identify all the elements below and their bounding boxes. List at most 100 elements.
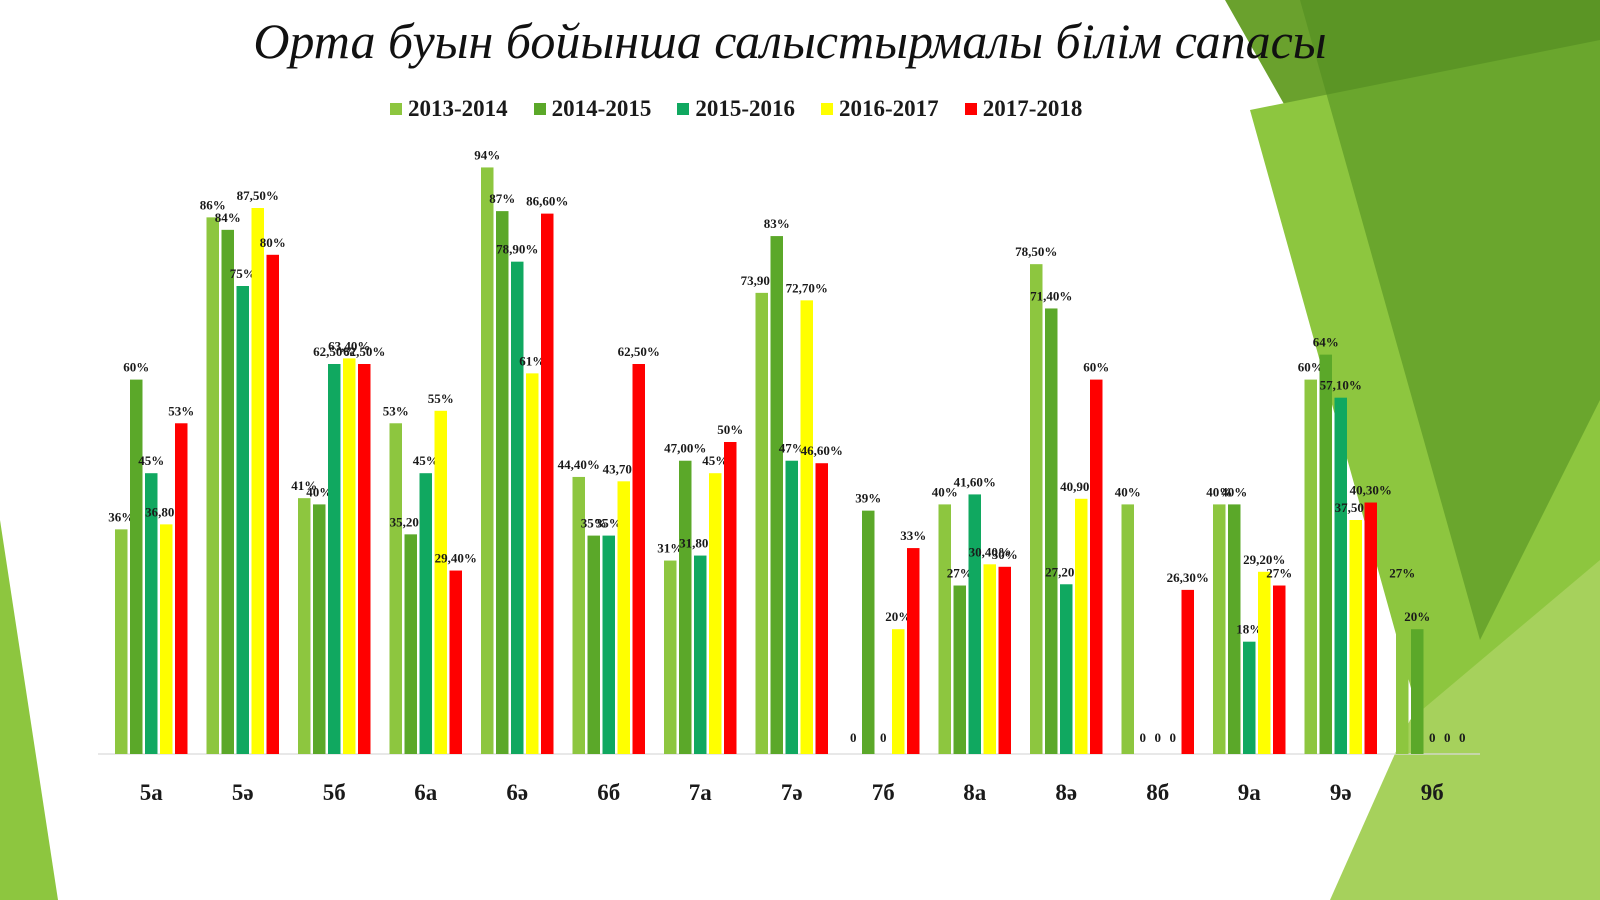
bar [221, 229, 234, 755]
data-label: 41,60% [954, 474, 996, 489]
bar [449, 570, 462, 754]
category-label: 7а [689, 780, 713, 805]
bar [1228, 504, 1241, 754]
bar [1243, 641, 1256, 754]
bar [251, 208, 264, 754]
data-label: 39% [855, 491, 881, 506]
bar [602, 535, 615, 754]
data-label: 40,30% [1350, 483, 1392, 498]
data-label: 27% [1266, 566, 1292, 581]
bar [206, 217, 219, 755]
bar [1349, 520, 1362, 754]
data-label: 80% [260, 235, 286, 250]
bar [541, 213, 554, 755]
chart-title: Орта буын бойынша салыстырмалы білім сап… [253, 13, 1327, 69]
legend-item: 2017-2018 [964, 96, 1082, 122]
data-label: 78,90% [496, 242, 538, 257]
bar [892, 629, 905, 754]
bar [1045, 308, 1058, 754]
data-label: 62,50% [343, 344, 385, 359]
data-label: 87% [489, 191, 515, 206]
data-label: 40% [1115, 484, 1141, 499]
bar [724, 442, 737, 754]
data-label: 20% [885, 609, 911, 624]
data-label: 40% [1221, 484, 1247, 499]
category-label: 7б [872, 780, 895, 805]
bar [1396, 585, 1409, 754]
bar [404, 534, 417, 754]
chart-legend: 2013-2014 2014-2015 2015-2016 2016-2017 … [390, 96, 1082, 122]
category-label: 6ә [506, 780, 528, 805]
data-label: 78,50% [1015, 244, 1057, 259]
bar [617, 481, 630, 754]
data-label: 83% [764, 216, 790, 231]
bar [511, 261, 524, 754]
bar [907, 548, 920, 754]
data-label: 40% [932, 484, 958, 499]
data-label: 46,60% [801, 443, 843, 458]
bar [1411, 629, 1424, 754]
bar [1060, 584, 1073, 754]
data-label: 41% [291, 478, 317, 493]
bar [434, 410, 447, 754]
data-label: 47% [779, 441, 805, 456]
bar [694, 555, 707, 754]
legend-item: 2016-2017 [821, 96, 939, 122]
bar [632, 364, 645, 754]
bar [755, 292, 768, 754]
bar [983, 564, 996, 754]
category-label: 5б [323, 780, 346, 805]
category-label: 5а [140, 780, 164, 805]
category-label: 6б [597, 780, 620, 805]
bar [115, 529, 128, 754]
data-label: 0 [850, 730, 857, 745]
data-label: 29,40% [435, 551, 477, 566]
data-label: 0 [1444, 730, 1451, 745]
legend-label: 2014-2015 [551, 96, 652, 121]
bar [130, 379, 143, 754]
bar [1334, 397, 1347, 754]
bar [1090, 379, 1103, 754]
bar [1273, 585, 1286, 754]
data-label: 26,30% [1167, 570, 1209, 585]
data-label: 64% [1313, 335, 1339, 350]
data-label: 31% [657, 541, 683, 556]
bar [175, 423, 188, 754]
bar [1181, 589, 1194, 754]
category-label: 8б [1146, 780, 1169, 805]
bar [1258, 571, 1271, 754]
data-label: 53% [383, 403, 409, 418]
data-label: 55% [428, 391, 454, 406]
legend-item: 2015-2016 [677, 96, 795, 122]
category-label: 9б [1421, 780, 1444, 805]
data-label: 0 [1140, 730, 1147, 745]
data-label: 63,40% [328, 338, 370, 353]
data-label: 71,40% [1030, 288, 1072, 303]
legend-item: 2014-2015 [533, 96, 652, 122]
data-label: 60% [1298, 360, 1324, 375]
data-label: 27% [1389, 566, 1415, 581]
bar [998, 566, 1011, 754]
data-label: 44,40% [558, 457, 600, 472]
data-label: 94% [474, 147, 500, 162]
bar [953, 585, 966, 754]
bar [328, 364, 341, 754]
data-label: 86,60% [526, 194, 568, 209]
data-label: 62,50% [618, 344, 660, 359]
bar [496, 211, 509, 754]
bar [343, 358, 356, 754]
bg-shape-left [0, 520, 58, 900]
legend-label: 2016-2017 [839, 96, 939, 121]
data-label: 27% [947, 566, 973, 581]
bar [938, 504, 951, 754]
data-label: 36% [108, 509, 134, 524]
legend-swatch [390, 103, 402, 115]
data-label: 86% [200, 197, 226, 212]
data-label: 0 [1155, 730, 1162, 745]
data-label: 53% [168, 403, 194, 418]
data-label: 30% [992, 547, 1018, 562]
bar [1213, 504, 1226, 754]
data-label: 87,50% [237, 188, 279, 203]
bar [1364, 502, 1377, 754]
